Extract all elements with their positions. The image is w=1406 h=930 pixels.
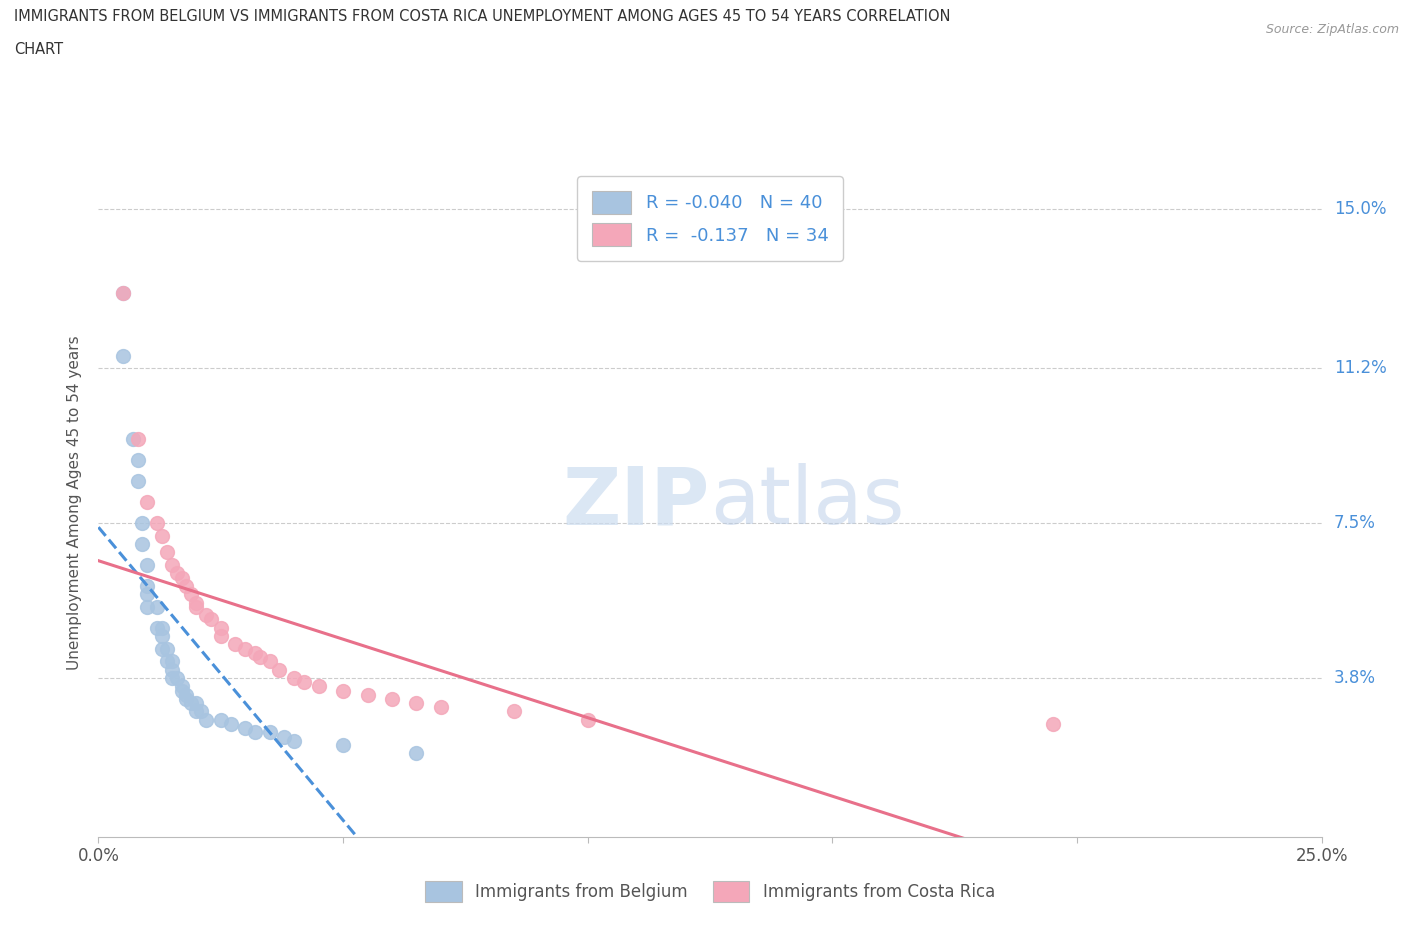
Point bbox=[131, 537, 153, 551]
Y-axis label: Unemployment Among Ages 45 to 54 years: Unemployment Among Ages 45 to 54 years bbox=[67, 335, 83, 670]
Point bbox=[503, 704, 526, 719]
Point bbox=[146, 600, 169, 615]
Point bbox=[180, 696, 202, 711]
Point bbox=[111, 286, 134, 300]
Point bbox=[186, 595, 208, 610]
Point bbox=[156, 654, 179, 669]
Point bbox=[186, 704, 208, 719]
Text: 15.0%: 15.0% bbox=[1334, 200, 1386, 219]
Point bbox=[150, 528, 173, 543]
Point bbox=[131, 516, 153, 531]
Point bbox=[136, 558, 159, 573]
Point bbox=[190, 704, 212, 719]
Point bbox=[273, 729, 295, 744]
Text: 3.8%: 3.8% bbox=[1334, 669, 1376, 687]
Point bbox=[195, 712, 218, 727]
Point bbox=[186, 600, 208, 615]
Point bbox=[127, 453, 149, 468]
Point bbox=[111, 286, 134, 300]
Point bbox=[186, 696, 208, 711]
Point bbox=[209, 712, 232, 727]
Point bbox=[176, 578, 198, 593]
Text: 11.2%: 11.2% bbox=[1334, 359, 1386, 378]
Point bbox=[111, 349, 134, 364]
Point bbox=[332, 683, 354, 698]
Point bbox=[176, 687, 198, 702]
Point bbox=[146, 516, 169, 531]
Point bbox=[170, 683, 193, 698]
Point bbox=[150, 629, 173, 644]
Point bbox=[150, 620, 173, 635]
Point bbox=[136, 600, 159, 615]
Legend: Immigrants from Belgium, Immigrants from Costa Rica: Immigrants from Belgium, Immigrants from… bbox=[419, 874, 1001, 909]
Point bbox=[356, 687, 378, 702]
Point bbox=[200, 612, 222, 627]
Point bbox=[127, 432, 149, 447]
Point bbox=[259, 654, 281, 669]
Point bbox=[170, 570, 193, 585]
Point bbox=[136, 495, 159, 510]
Text: Source: ZipAtlas.com: Source: ZipAtlas.com bbox=[1265, 23, 1399, 36]
Point bbox=[146, 620, 169, 635]
Point bbox=[170, 679, 193, 694]
Point bbox=[160, 662, 183, 677]
Point bbox=[1042, 717, 1064, 732]
Point bbox=[430, 700, 453, 715]
Point bbox=[180, 587, 202, 602]
Point bbox=[576, 712, 599, 727]
Point bbox=[243, 645, 266, 660]
Point bbox=[209, 620, 232, 635]
Point bbox=[405, 746, 427, 761]
Point bbox=[224, 637, 246, 652]
Text: ZIP: ZIP bbox=[562, 463, 710, 541]
Point bbox=[381, 692, 404, 707]
Point bbox=[259, 725, 281, 740]
Point bbox=[283, 671, 305, 685]
Point bbox=[160, 558, 183, 573]
Point bbox=[249, 650, 271, 665]
Point bbox=[243, 725, 266, 740]
Point bbox=[233, 642, 256, 657]
Point bbox=[136, 587, 159, 602]
Point bbox=[283, 733, 305, 748]
Point bbox=[292, 675, 315, 690]
Text: atlas: atlas bbox=[710, 463, 904, 541]
Point bbox=[121, 432, 143, 447]
Point bbox=[156, 545, 179, 560]
Text: IMMIGRANTS FROM BELGIUM VS IMMIGRANTS FROM COSTA RICA UNEMPLOYMENT AMONG AGES 45: IMMIGRANTS FROM BELGIUM VS IMMIGRANTS FR… bbox=[14, 9, 950, 24]
Point bbox=[150, 642, 173, 657]
Point bbox=[127, 474, 149, 489]
Text: 7.5%: 7.5% bbox=[1334, 514, 1375, 532]
Text: CHART: CHART bbox=[14, 42, 63, 57]
Point bbox=[176, 692, 198, 707]
Point bbox=[160, 654, 183, 669]
Point bbox=[166, 565, 188, 580]
Point bbox=[160, 671, 183, 685]
Point bbox=[269, 662, 291, 677]
Point bbox=[136, 578, 159, 593]
Point bbox=[233, 721, 256, 736]
Point bbox=[209, 629, 232, 644]
Point bbox=[219, 717, 242, 732]
Point bbox=[156, 642, 179, 657]
Point bbox=[195, 608, 218, 623]
Point bbox=[405, 696, 427, 711]
Point bbox=[166, 671, 188, 685]
Point bbox=[308, 679, 330, 694]
Point bbox=[332, 737, 354, 752]
